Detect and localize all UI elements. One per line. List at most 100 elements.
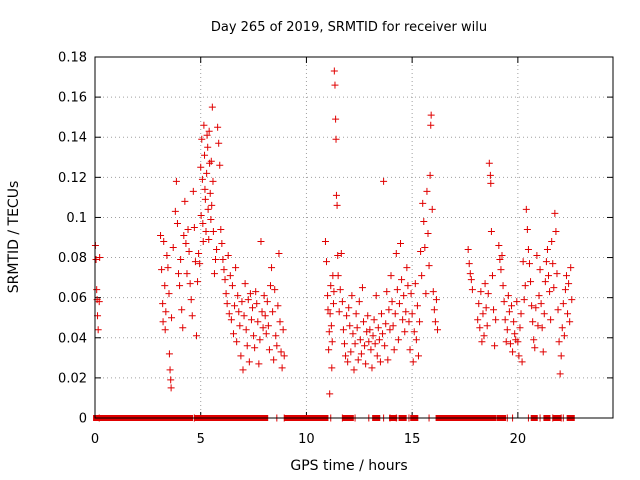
data-point — [261, 312, 269, 320]
data-point — [402, 308, 410, 316]
data-point — [335, 308, 343, 316]
data-point — [475, 300, 483, 308]
data-point — [407, 290, 415, 298]
data-point — [370, 316, 378, 324]
data-point — [273, 342, 281, 350]
data-point — [371, 340, 379, 348]
y-tick-label: 0.18 — [58, 51, 87, 66]
data-point — [201, 185, 209, 193]
data-point — [157, 231, 165, 239]
axis-ticks: 0 0.02 0.04 0.06 0.08 0.1 0.12 0.14 0.16 0.18 0 5 10… — [58, 51, 613, 447]
data-point — [385, 306, 393, 314]
data-point — [241, 280, 249, 288]
data-point — [477, 288, 485, 296]
data-point — [328, 338, 336, 346]
data-point — [434, 326, 442, 334]
data-point — [556, 370, 564, 378]
data-point — [425, 262, 433, 270]
data-point — [235, 308, 243, 316]
data-point — [476, 324, 484, 332]
data-point — [342, 352, 350, 360]
data-point — [540, 310, 548, 318]
data-point — [277, 348, 285, 356]
data-point — [325, 346, 333, 354]
data-point — [321, 238, 329, 246]
data-point — [373, 352, 381, 360]
data-point — [429, 288, 437, 296]
data-point — [519, 258, 527, 266]
y-tick-label: 0.12 — [58, 171, 87, 186]
data-point — [183, 270, 191, 278]
data-point — [368, 364, 376, 372]
data-point — [264, 322, 272, 330]
data-point — [523, 225, 531, 233]
data-point — [326, 390, 334, 398]
data-point — [224, 252, 232, 260]
data-point — [485, 159, 493, 167]
data-point — [399, 316, 407, 324]
data-point — [386, 326, 394, 334]
data-point — [198, 175, 206, 183]
data-point — [222, 290, 230, 298]
data-point — [255, 360, 263, 368]
data-point — [256, 336, 264, 344]
data-point — [205, 236, 213, 244]
data-point — [209, 227, 217, 235]
data-point — [214, 123, 222, 131]
data-point — [525, 260, 533, 268]
data-point — [382, 320, 390, 328]
data-point — [242, 326, 250, 334]
data-point — [421, 244, 429, 252]
data-point — [387, 272, 395, 280]
data-point — [498, 252, 506, 260]
data-point — [412, 336, 420, 344]
data-point — [496, 256, 504, 264]
data-point — [252, 288, 260, 296]
data-point — [93, 286, 101, 294]
data-point — [383, 288, 391, 296]
data-point — [355, 298, 363, 306]
data-point — [243, 342, 251, 350]
data-point — [465, 260, 473, 268]
data-point — [270, 356, 278, 364]
data-point — [337, 250, 345, 258]
data-point — [532, 304, 540, 312]
data-point — [367, 346, 375, 354]
data-point — [430, 306, 438, 314]
data-point — [226, 272, 234, 280]
data-point — [195, 250, 203, 258]
data-point — [201, 195, 209, 203]
data-point — [204, 143, 212, 151]
data-point — [393, 286, 401, 294]
data-point — [221, 276, 229, 284]
data-point — [206, 189, 214, 197]
grid-lines — [95, 57, 613, 418]
data-point — [420, 217, 428, 225]
data-point — [405, 318, 413, 326]
data-point — [464, 246, 472, 254]
data-point — [237, 352, 245, 360]
data-point — [539, 348, 547, 356]
y-tick-label: 0.08 — [58, 251, 87, 266]
data-point — [249, 304, 257, 312]
data-point — [416, 318, 424, 326]
data-point — [348, 292, 356, 300]
data-point — [414, 352, 422, 360]
data-points — [91, 67, 576, 422]
data-point — [546, 288, 554, 296]
y-tick-label: 0.06 — [58, 291, 87, 306]
data-point — [424, 229, 432, 237]
data-point — [515, 352, 523, 360]
data-point — [400, 292, 408, 300]
data-point — [357, 350, 365, 358]
data-point — [196, 260, 204, 268]
data-point — [509, 348, 517, 356]
data-point — [490, 306, 498, 314]
data-point — [162, 308, 170, 316]
data-point — [565, 280, 573, 288]
data-point — [197, 163, 205, 171]
data-point — [334, 252, 342, 260]
data-point — [163, 252, 171, 260]
x-tick-label: 20 — [510, 432, 527, 447]
data-point — [537, 300, 545, 308]
